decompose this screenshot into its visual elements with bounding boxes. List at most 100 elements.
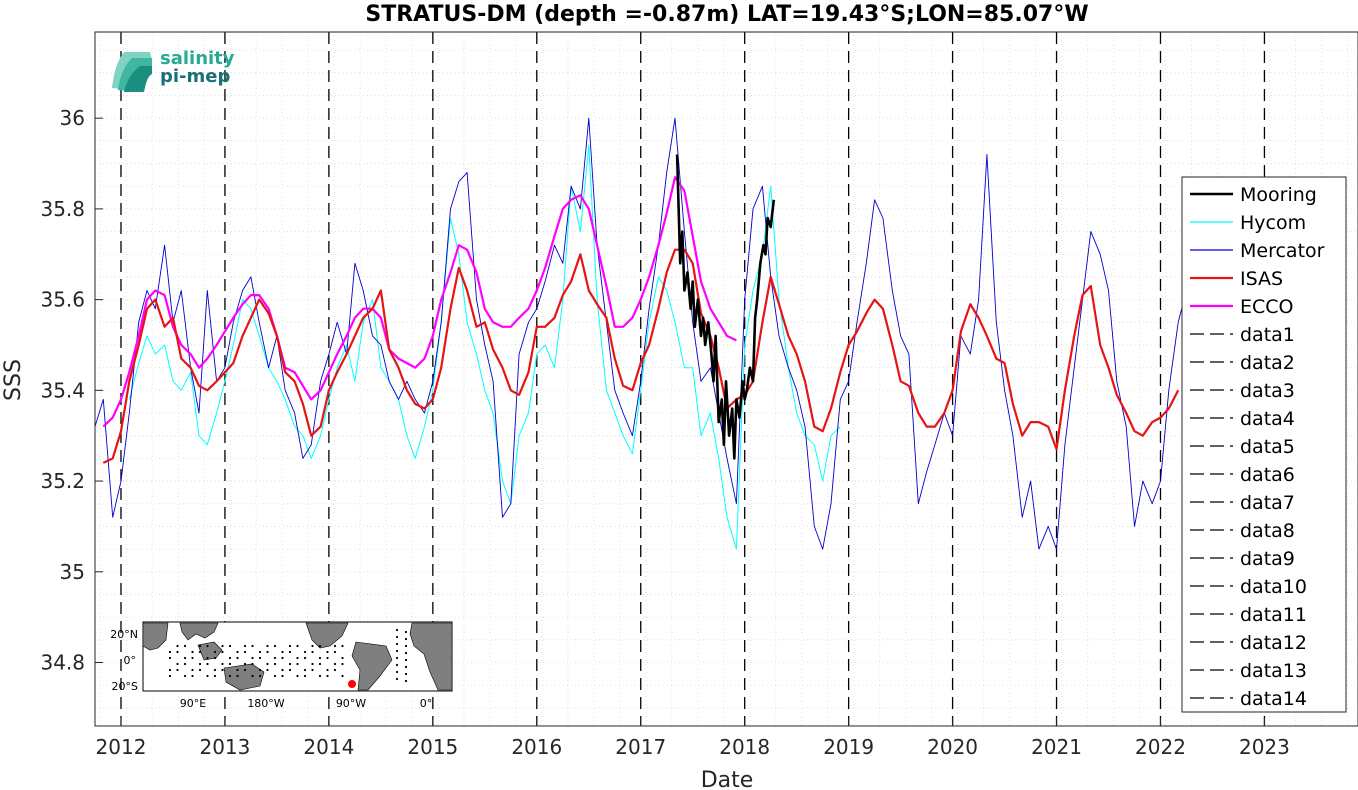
map-lat-0: 0°	[124, 654, 137, 667]
map-station-dot	[228, 662, 232, 666]
map-land-shape	[409, 622, 453, 691]
map-land-shape	[351, 641, 393, 691]
map-station-dot	[303, 674, 307, 678]
map-station-dot	[176, 662, 179, 666]
legend-item-mooring: Mooring	[1190, 184, 1317, 206]
legend-item-data9: data9	[1190, 548, 1295, 570]
map-land-shape	[179, 622, 219, 641]
map-station-dot	[258, 668, 262, 672]
legend-item-data4: data4	[1190, 408, 1295, 430]
legend-item-data5: data5	[1190, 436, 1295, 458]
series-layer	[94, 117, 1187, 550]
legend-label: data7	[1240, 492, 1295, 514]
legend-item-data1: data1	[1190, 324, 1295, 346]
map-station-dot	[228, 656, 232, 660]
legend-item-hycom: Hycom	[1190, 212, 1306, 234]
legend-item-data14: data14	[1190, 688, 1307, 710]
y-axis-ticks: 34.8 35 35.2 35.4 35.6 35.8 36	[40, 106, 103, 674]
map-station-dot	[296, 674, 299, 678]
y-tick-label: 36	[60, 106, 85, 130]
map-station-dot	[236, 674, 239, 678]
map-station-dot	[311, 644, 314, 648]
map-station-dot	[251, 662, 254, 666]
map-station-dot	[191, 674, 194, 678]
map-station-dot	[221, 668, 224, 672]
legend-item-data3: data3	[1190, 380, 1295, 402]
map-station-dot	[326, 668, 329, 672]
map-station-dot	[228, 674, 232, 678]
map-station-dot	[341, 662, 344, 666]
x-tick-label: 2020	[927, 735, 978, 759]
x-tick-label: 2017	[615, 735, 666, 759]
map-station-dot	[273, 656, 277, 660]
map-station-dot	[213, 656, 217, 660]
legend-label: data4	[1240, 408, 1295, 430]
map-station-dot	[404, 644, 408, 648]
logo-waves-icon	[112, 52, 152, 92]
map-station-dot	[176, 644, 179, 648]
legend-item-data7: data7	[1190, 492, 1295, 514]
map-station-dot	[206, 644, 209, 648]
map-station-dot	[288, 668, 292, 672]
series-line-mooring	[675, 154, 776, 460]
map-station-dot	[221, 650, 224, 654]
map-station-dot	[258, 674, 262, 678]
map-longitude-ticks: 90°E 180°W 90°W 0°	[180, 697, 432, 710]
map-station-dot	[333, 644, 337, 648]
map-station-dot	[183, 656, 187, 660]
map-station-dot	[288, 644, 292, 648]
map-station-dot	[303, 656, 307, 660]
legend-item-data8: data8	[1190, 520, 1295, 542]
legend-item-data12: data12	[1190, 632, 1307, 654]
map-station-dot	[236, 668, 239, 672]
map-station-dot	[281, 674, 284, 678]
legend-item-data2: data2	[1190, 352, 1295, 374]
map-current-station-marker	[348, 680, 356, 688]
y-tick-label: 35.8	[40, 197, 85, 221]
map-station-dot	[395, 656, 399, 660]
x-tick-label: 2016	[511, 735, 562, 759]
map-station-dot	[404, 672, 408, 676]
map-station-dot	[341, 644, 344, 648]
map-station-dot	[281, 656, 284, 660]
map-station-dot	[176, 668, 179, 672]
map-station-dot	[281, 668, 284, 672]
map-station-dot	[191, 668, 194, 672]
map-station-dot	[395, 663, 399, 667]
x-tick-label: 2015	[407, 735, 458, 759]
map-station-dot	[318, 674, 322, 678]
map-station-dot	[198, 668, 202, 672]
map-station-dot	[221, 662, 224, 666]
legend-label: data6	[1240, 464, 1295, 486]
map-station-dot	[243, 668, 247, 672]
map-station-dot	[266, 662, 269, 666]
grid-lines	[95, 32, 1358, 726]
map-station-dot	[341, 656, 344, 660]
map-station-dot	[296, 644, 299, 648]
salinity-pi-mep-logo: salinity pi-mep	[112, 48, 235, 92]
map-latitude-ticks: 20°N 0° 20°S	[110, 628, 138, 693]
map-station-dot	[198, 650, 202, 654]
map-station-dot	[266, 650, 269, 654]
logo-text-pi-mep: pi-mep	[160, 66, 230, 87]
x-tick-label: 2014	[303, 735, 354, 759]
legend-item-isas: ISAS	[1190, 268, 1283, 290]
map-station-dot	[333, 650, 337, 654]
map-land-shape	[197, 641, 223, 661]
map-station-dot	[333, 668, 337, 672]
legend-label: data5	[1240, 436, 1295, 458]
map-station-dot	[395, 635, 399, 639]
legend-label: ECCO	[1240, 296, 1294, 318]
series-line-hycom	[128, 144, 841, 550]
map-station-dot	[404, 651, 408, 655]
plot-area	[94, 31, 1358, 727]
legend-item-data6: data6	[1190, 464, 1295, 486]
map-station-dot	[198, 662, 202, 666]
y-tick-label: 35.6	[40, 288, 85, 312]
map-station-dot	[206, 662, 209, 666]
legend-label: data10	[1240, 576, 1307, 598]
map-station-dot	[281, 650, 284, 654]
map-station-dot	[404, 637, 408, 641]
map-station-dot	[273, 674, 277, 678]
map-station-dot	[318, 656, 322, 660]
